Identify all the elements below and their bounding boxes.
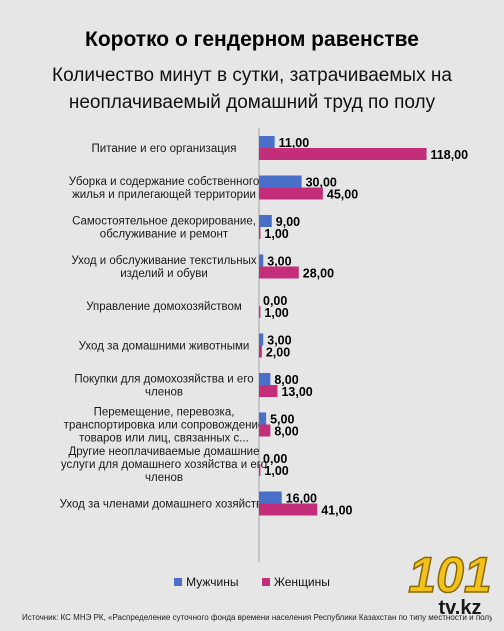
value-label-men: 8,00 bbox=[274, 373, 298, 387]
category-label: Уход за членами домашнего хозяйства bbox=[60, 499, 269, 511]
value-label-men: 16,00 bbox=[286, 492, 317, 506]
bar-women bbox=[259, 266, 299, 279]
category-label: Перемещение, перевозка, bbox=[94, 407, 235, 419]
source-note: Источник: КС МНЭ РК, «Распределение суто… bbox=[22, 613, 492, 622]
value-label-women: 118,00 bbox=[431, 148, 469, 162]
bar-women bbox=[259, 148, 427, 160]
legend: Мужчины Женщины bbox=[0, 575, 504, 589]
bar-women bbox=[259, 385, 278, 397]
value-label-men: 3,00 bbox=[267, 255, 291, 269]
bar-men bbox=[259, 333, 264, 346]
bar-women bbox=[259, 464, 261, 476]
category-label: обслуживание и ремонт bbox=[100, 229, 229, 241]
category-label: членов bbox=[145, 387, 183, 399]
bar-men bbox=[259, 254, 264, 267]
category-label: изделий и обуви bbox=[120, 268, 208, 280]
category-label: Питание и его организация bbox=[92, 143, 237, 155]
category-label: Управление домохозяйством bbox=[86, 301, 242, 313]
category-label: услуги для домашнего хозяйства и его bbox=[61, 459, 267, 471]
bar-chart: Питание и его организация 11,00 118,00 Убор… bbox=[60, 128, 469, 562]
value-label-men: 9,00 bbox=[276, 215, 300, 229]
value-label-men: 11,00 bbox=[279, 136, 310, 150]
value-label-women: 1,00 bbox=[264, 464, 288, 478]
bar-women bbox=[259, 424, 271, 437]
brand-logo: 101 tv.kz bbox=[408, 548, 493, 618]
bar-women bbox=[259, 227, 261, 239]
bar-women bbox=[259, 345, 262, 358]
value-label-men: 30,00 bbox=[306, 176, 337, 190]
bar-women bbox=[259, 306, 261, 318]
category-label: Покупки для домохозяйства и его bbox=[74, 374, 253, 386]
value-label-women: 28,00 bbox=[303, 267, 334, 281]
legend-label-women: Женщины bbox=[273, 575, 330, 589]
value-label-women: 45,00 bbox=[327, 188, 358, 202]
legend-label-men: Мужчины bbox=[186, 575, 239, 589]
legend-swatch-men bbox=[174, 578, 183, 586]
value-label-women: 2,00 bbox=[266, 346, 290, 360]
bar-men bbox=[259, 215, 272, 227]
value-label-women: 13,00 bbox=[281, 385, 312, 399]
value-label-women: 1,00 bbox=[264, 306, 288, 320]
bar-men bbox=[259, 175, 302, 188]
legend-swatch-women bbox=[261, 578, 270, 586]
value-label-men: 3,00 bbox=[267, 334, 291, 348]
category-label: Другие неоплачиваемые домашние bbox=[69, 446, 260, 458]
logo-sub: tv.kz bbox=[439, 597, 482, 618]
legend-item-men: Мужчины bbox=[174, 575, 238, 589]
bar-women bbox=[259, 187, 323, 200]
logo-number: 101 bbox=[408, 548, 491, 603]
category-label: Уборка и содержание собственного bbox=[69, 176, 259, 188]
bar-men bbox=[259, 491, 282, 504]
category-label: Уход за домашними животными bbox=[79, 341, 250, 353]
category-label: членов bbox=[145, 472, 183, 484]
value-label-men: 5,00 bbox=[270, 413, 294, 427]
bar-men bbox=[259, 412, 267, 425]
chart-title: Коротко о гендерном равенстве bbox=[85, 28, 419, 51]
value-label-women: 41,00 bbox=[321, 504, 352, 518]
bar-men bbox=[259, 373, 271, 385]
category-label: Самостоятельное декорирование, bbox=[72, 216, 256, 228]
value-label-men: 0,00 bbox=[263, 452, 287, 466]
category-label: Уход и обслуживание текстильных bbox=[71, 255, 257, 267]
value-label-men: 0,00 bbox=[263, 294, 287, 308]
bar-men bbox=[259, 136, 275, 148]
bar-women bbox=[259, 503, 318, 516]
category-label: жилья и прилегающей территории bbox=[72, 189, 256, 201]
category-label: транспортировка или сопровождение bbox=[64, 420, 265, 432]
value-label-women: 8,00 bbox=[274, 425, 298, 439]
chart-subtitle: Количество минут в сутки, затрачиваемых … bbox=[52, 65, 452, 113]
value-label-women: 1,00 bbox=[264, 227, 288, 241]
legend-item-women: Женщины bbox=[261, 575, 330, 589]
category-label: товаров или лиц, связанных с... bbox=[79, 433, 249, 445]
